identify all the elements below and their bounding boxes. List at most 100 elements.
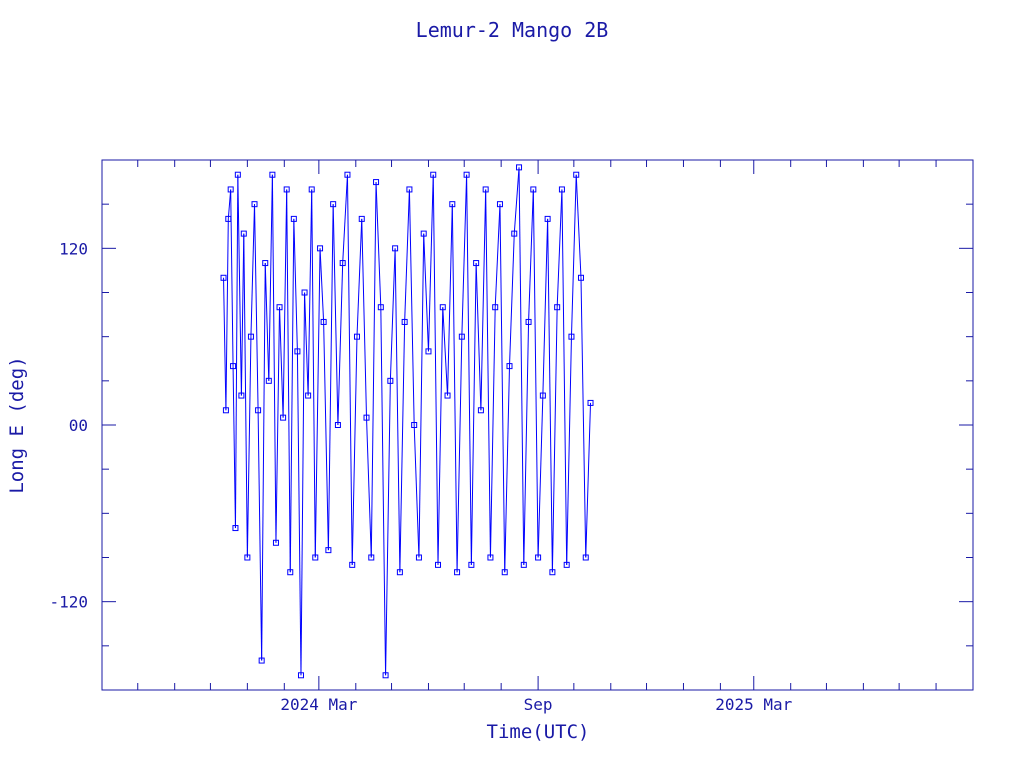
series-segment <box>319 248 325 322</box>
series-segment <box>570 174 577 337</box>
series-segment <box>489 307 496 558</box>
y-axis-label: Long E (deg) <box>6 356 28 493</box>
series-segment <box>311 189 316 558</box>
y-tick-label: -120 <box>49 593 88 612</box>
series-segment <box>342 174 348 264</box>
series-segment <box>475 263 482 411</box>
series-segment <box>314 248 321 558</box>
series-segment <box>268 174 273 381</box>
series-segment <box>275 307 281 543</box>
series-segment <box>580 277 587 558</box>
series-segment <box>240 233 245 396</box>
series-segment <box>327 204 334 551</box>
series-segment <box>300 292 306 676</box>
series-segment <box>351 336 358 565</box>
series-segment <box>293 218 298 352</box>
series-segment <box>456 336 463 573</box>
series-segment <box>427 174 434 352</box>
series-segment <box>504 366 510 573</box>
series-segment <box>323 321 329 551</box>
series-segment <box>237 174 242 396</box>
series-segment <box>508 233 515 367</box>
series-segment <box>413 424 420 558</box>
series-segment <box>432 174 439 565</box>
series-segment <box>356 218 363 337</box>
series-segment <box>423 233 429 352</box>
series-segment <box>556 189 563 308</box>
series-segment <box>513 167 520 234</box>
series-segment <box>466 174 472 565</box>
y-tick-label: 120 <box>59 239 88 258</box>
series-segment <box>257 410 263 661</box>
plot-area-frame <box>101 159 974 691</box>
series-segment <box>385 380 391 676</box>
series-segment <box>451 204 458 573</box>
series-segment <box>480 189 487 411</box>
series-segment <box>246 336 252 558</box>
series-segment <box>282 189 288 418</box>
y-tick-label: 00 <box>69 416 88 435</box>
data-layer <box>220 164 594 679</box>
series-segment <box>404 189 410 322</box>
series-segment <box>528 189 534 322</box>
series-segment <box>296 351 302 676</box>
series-segment <box>289 218 295 573</box>
series-segment <box>399 321 406 573</box>
x-tick-label: 2024 Mar <box>280 695 357 714</box>
series-segment <box>243 233 248 558</box>
series-segment <box>230 189 234 367</box>
series-segment <box>551 307 558 573</box>
chart-title: Lemur-2 Mango 2B <box>416 18 609 42</box>
series-segment <box>437 307 444 565</box>
series-segment <box>470 263 477 565</box>
series-segment <box>250 204 256 337</box>
series-segment <box>494 204 501 308</box>
series-segment <box>523 321 530 565</box>
series-segment <box>366 417 372 558</box>
series-segment <box>375 182 382 308</box>
series-segment <box>518 167 525 565</box>
series-segment <box>254 204 259 411</box>
axis-tick-labels: 120 00 -120 2024 Mar Sep 2025 Mar <box>49 239 792 714</box>
x-axis-label: Time(UTC) <box>487 721 590 743</box>
series-segment <box>337 263 344 426</box>
series-segment <box>332 204 339 426</box>
series-segment <box>418 233 425 558</box>
series-segment <box>542 218 549 396</box>
series-segment <box>346 174 353 565</box>
series-segment <box>304 292 309 396</box>
series-segment <box>566 336 572 565</box>
series-segment <box>279 307 284 418</box>
series-segment <box>271 174 277 543</box>
series-segment <box>223 277 227 411</box>
series-segment <box>370 182 377 558</box>
series-segment <box>232 366 236 529</box>
x-tick-label: Sep <box>524 695 553 714</box>
series-segment <box>532 189 539 558</box>
series-segment <box>361 218 368 418</box>
series-segment <box>442 307 449 396</box>
series-segment <box>485 189 491 558</box>
series-segment <box>585 402 592 558</box>
series-segment <box>461 174 468 337</box>
series-segment <box>264 263 270 381</box>
series-segment <box>547 218 553 573</box>
series-segment <box>286 189 291 573</box>
series-segment <box>537 395 544 558</box>
series-segment <box>225 218 229 411</box>
series-segment <box>261 263 266 661</box>
series-segment <box>408 189 415 426</box>
series-segment <box>307 189 313 396</box>
series-segment <box>394 248 401 573</box>
series-segment <box>561 189 568 565</box>
series-segment <box>389 248 396 381</box>
series-segment <box>499 204 506 573</box>
series-segment <box>575 174 582 278</box>
series-segment <box>380 307 387 676</box>
series-segment <box>447 204 453 396</box>
x-tick-label: 2025 Mar <box>715 695 792 714</box>
series-segment <box>234 174 239 529</box>
data-point <box>587 399 594 406</box>
axis-ticks <box>102 159 973 691</box>
